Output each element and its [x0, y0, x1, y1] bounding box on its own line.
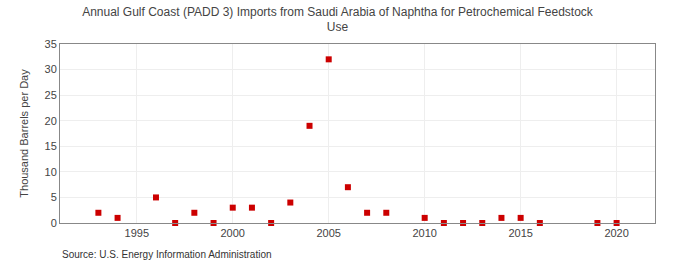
svg-text:2010: 2010 [412, 227, 436, 239]
svg-text:5: 5 [51, 191, 57, 203]
svg-text:Source: U.S. Energy Informatio: Source: U.S. Energy Information Administ… [62, 249, 272, 260]
svg-text:2020: 2020 [604, 227, 628, 239]
svg-text:0: 0 [51, 217, 57, 229]
svg-text:2015: 2015 [508, 227, 532, 239]
svg-text:Annual Gulf Coast (PADD 3) Imp: Annual Gulf Coast (PADD 3) Imports from … [82, 5, 594, 35]
svg-text:10: 10 [45, 166, 57, 178]
svg-text:25: 25 [45, 89, 57, 101]
svg-text:15: 15 [45, 140, 57, 152]
svg-text:2000: 2000 [220, 227, 244, 239]
svg-text:20: 20 [45, 115, 57, 127]
svg-text:Thousand Barrels per Day: Thousand Barrels per Day [18, 69, 30, 198]
svg-text:2005: 2005 [316, 227, 340, 239]
svg-text:30: 30 [45, 63, 57, 75]
svg-text:35: 35 [45, 38, 57, 50]
svg-text:1995: 1995 [125, 227, 149, 239]
